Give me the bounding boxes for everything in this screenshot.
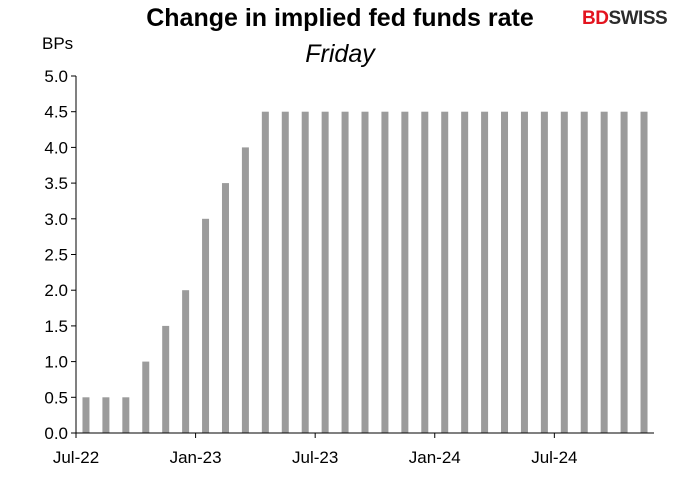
bar [221, 183, 229, 433]
bar [321, 111, 329, 433]
bar [281, 111, 289, 433]
bar [620, 111, 628, 433]
bar [241, 147, 249, 433]
y-tick-label: 1.5 [44, 317, 68, 336]
x-tick-label: Jan-23 [170, 448, 222, 467]
y-tick-label: 3.5 [44, 174, 68, 193]
bar [600, 111, 608, 433]
brand-logo: BDSWISS [582, 8, 668, 30]
bar [102, 397, 110, 433]
y-tick-label: 0.5 [44, 388, 68, 407]
bar [560, 111, 568, 433]
bar [341, 111, 349, 433]
bar [82, 397, 90, 433]
y-tick-label: 3.0 [44, 210, 68, 229]
bar [182, 290, 190, 433]
bar [381, 111, 389, 433]
logo-part-swiss: SWISS [608, 8, 668, 29]
bar [441, 111, 449, 433]
x-tick-label: Jul-24 [531, 448, 577, 467]
bar [401, 111, 409, 433]
y-axis-label: BPs [42, 34, 74, 53]
y-tick-label: 4.0 [44, 138, 68, 157]
chart-subtitle: Friday [305, 40, 375, 68]
bar [481, 111, 489, 433]
y-tick-label: 0.0 [44, 424, 68, 443]
bar [162, 325, 170, 433]
x-tick-label: Jul-23 [292, 448, 338, 467]
bar [580, 111, 588, 433]
y-tick-label: 5.0 [44, 67, 68, 86]
bar [122, 397, 130, 433]
y-tick-label: 1.0 [44, 353, 68, 372]
y-tick-label: 2.5 [44, 246, 68, 265]
bar [501, 111, 509, 433]
bar [520, 111, 528, 433]
bar [261, 111, 269, 433]
y-tick-label: 4.5 [44, 103, 68, 122]
bar [540, 111, 548, 433]
bar [640, 111, 648, 433]
bar [361, 111, 369, 433]
x-tick-label: Jul-22 [53, 448, 99, 467]
logo-part-bd: BD [582, 8, 609, 29]
y-tick-label: 2.0 [44, 281, 68, 300]
bar [202, 218, 210, 433]
chart-title: Change in implied fed funds rate [146, 4, 534, 32]
bar [421, 111, 429, 433]
bar [461, 111, 469, 433]
x-tick-label: Jan-24 [409, 448, 461, 467]
bar [301, 111, 309, 433]
bar [142, 361, 150, 433]
